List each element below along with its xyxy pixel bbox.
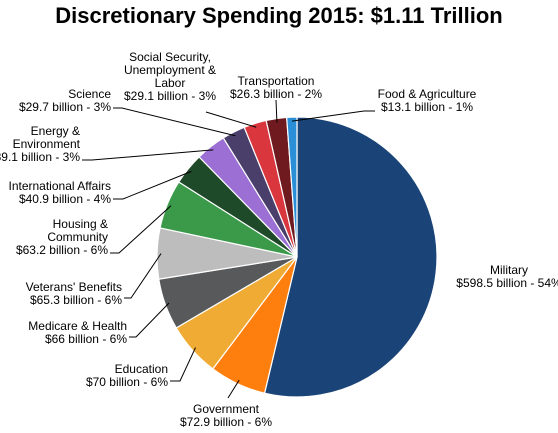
leader-line (129, 302, 170, 338)
slice-label-line: Community (47, 230, 108, 244)
slice-label-line: International Affairs (8, 179, 111, 193)
leader-line (291, 110, 375, 122)
slice-label-line: $65.3 billion - 6% (30, 293, 122, 307)
slice-label: Veterans' Benefits $65.3 billion - 6% (26, 280, 123, 307)
leader-lines-layer (82, 99, 375, 399)
slice-label-line: Food & Agriculture (378, 87, 477, 101)
slice-label-line: Unemployment & (124, 63, 216, 77)
slice-label: Housing & Community $63.2 billion - 6% (16, 217, 108, 257)
slice-label: International Affairs $40.9 billion - 4% (8, 179, 111, 206)
leader-line (113, 107, 236, 137)
slice-label-line: Environment (13, 137, 81, 151)
slice-label-line: $66 billion - 6% (45, 332, 127, 346)
slice-label-line: $72.9 billion - 6% (180, 415, 272, 429)
slice-label: Education $70 billion - 6% (86, 362, 168, 389)
slice-label: Science $29.7 billion - 3% (19, 87, 111, 114)
slice-label-line: $40.9 billion - 4% (19, 192, 111, 206)
labels-layer: Military $598.5 billion - 54%Government $7… (0, 50, 558, 429)
slice-label-line: Housing & (53, 217, 108, 231)
slice-label-line: $39.1 billion - 3% (0, 150, 80, 164)
pie-slice-military (263, 116, 438, 398)
slice-label-line: $13.1 billion - 1% (381, 100, 473, 114)
leader-line (124, 253, 162, 299)
slice-label-line: $26.3 billion - 2% (230, 87, 322, 101)
slice-label-line: Education (115, 362, 168, 376)
slice-label-line: $598.5 billion - 54% (456, 276, 558, 290)
slice-label: Government $72.9 billion - 6% (180, 402, 272, 429)
slices-layer (156, 116, 438, 398)
slice-label-line: $63.2 billion - 6% (16, 243, 108, 257)
leader-line (82, 149, 214, 161)
slice-label-line: Labor (155, 76, 186, 90)
slice-label-line: Military (490, 263, 528, 277)
slice-label-line: Social Security, (129, 50, 211, 64)
leader-line (170, 347, 196, 382)
slice-label-line: Veterans' Benefits (26, 280, 122, 294)
slice-label: Food & Agriculture $13.1 billion - 1% (378, 87, 477, 114)
slice-label-line: $29.1 billion - 3% (124, 89, 216, 103)
slice-label-line: $29.7 billion - 3% (19, 100, 111, 114)
leader-line (205, 111, 257, 128)
slice-label: Energy &Environment$39.1 billion - 3% (0, 124, 81, 164)
leader-line (275, 99, 278, 123)
slice-label: Social Security, Unemployment & Labor $29.1… (124, 50, 216, 103)
slice-label-line: Science (68, 87, 111, 101)
slice-label-line: Transportation (238, 74, 315, 88)
leader-line (113, 170, 192, 200)
slice-label-line: Government (193, 402, 260, 416)
slice-label-line: $70 billion - 6% (86, 375, 168, 389)
pie-slice-food-agriculture (286, 116, 298, 258)
slice-label: Military $598.5 billion - 54% (456, 263, 558, 290)
slice-label-line: Medicare & Health (28, 319, 127, 333)
chart-title: Discretionary Spending 2015: $1.11 Trill… (55, 3, 503, 28)
slice-label-line: Energy & (31, 124, 80, 138)
leader-line (110, 205, 172, 254)
slice-label: Transportation $26.3 billion - 2% (230, 74, 322, 101)
slice-label: Medicare & Health $66 billion - 6% (28, 319, 127, 346)
leader-line (227, 379, 240, 399)
